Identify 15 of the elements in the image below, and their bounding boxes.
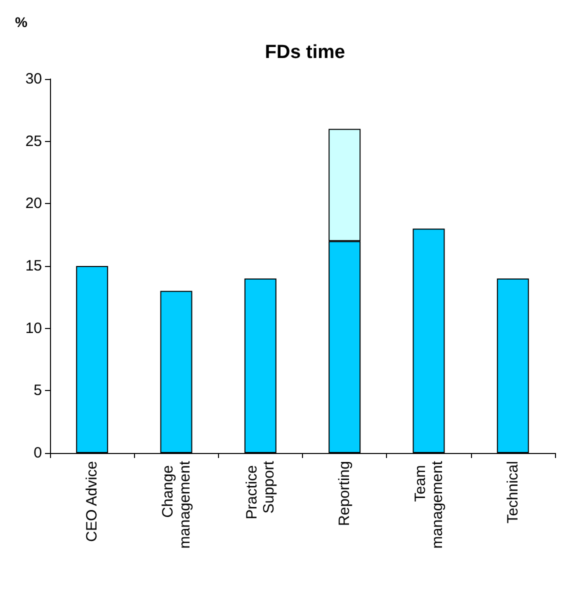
y-tick-label: 15 — [25, 258, 42, 274]
y-tick-label: 30 — [25, 70, 42, 88]
y-tick-label: 10 — [25, 320, 42, 337]
x-tick-label: Team management — [412, 460, 446, 549]
y-tick-label: 20 — [25, 195, 42, 212]
x-tick-label: Change management — [159, 460, 194, 549]
y-tick-label: 0 — [34, 444, 42, 462]
y-tick-label: 25 — [25, 132, 42, 150]
x-tick-label: CEO Advice — [84, 461, 101, 542]
y-tick-label: 5 — [34, 382, 42, 400]
x-tick-label: Technical — [504, 461, 522, 524]
x-tick-label: Practice Support — [243, 460, 278, 520]
x-tick-label: Reporting — [336, 461, 354, 526]
y-axis-title: % — [15, 14, 28, 30]
chart-title: FDs time — [264, 42, 346, 63]
